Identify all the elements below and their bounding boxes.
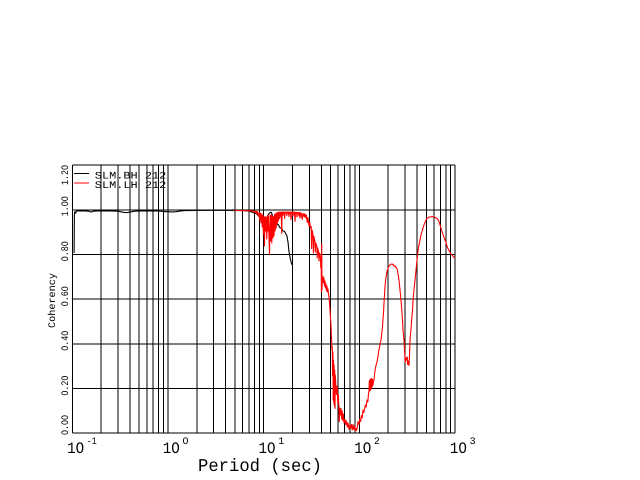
svg-text:O.6O: O.6O [61, 286, 72, 306]
svg-text:O.2O: O.2O [61, 376, 72, 396]
svg-text:1.OO: 1.OO [61, 196, 72, 216]
svg-text:SLM.LH 212: SLM.LH 212 [95, 181, 167, 192]
svg-text:O: O [183, 437, 189, 448]
svg-text:-1: -1 [87, 437, 97, 448]
svg-text:2: 2 [374, 437, 380, 448]
svg-text:1O: 1O [259, 440, 276, 458]
svg-text:O.8O: O.8O [61, 241, 72, 261]
svg-text:1.2O: 1.2O [61, 165, 72, 185]
svg-text:1: 1 [278, 437, 284, 448]
svg-text:Period (sec): Period (sec) [198, 457, 322, 477]
svg-text:O.4O: O.4O [61, 331, 72, 351]
svg-text:SLM.BH 212: SLM.BH 212 [95, 172, 167, 183]
svg-text:O.OO: O.OO [61, 415, 72, 435]
svg-text:3: 3 [470, 437, 476, 448]
svg-text:1O: 1O [67, 440, 84, 458]
svg-text:Coherency: Coherency [47, 273, 59, 328]
svg-text:1O: 1O [354, 440, 371, 458]
svg-text:1O: 1O [163, 440, 180, 458]
svg-text:1O: 1O [450, 440, 467, 458]
